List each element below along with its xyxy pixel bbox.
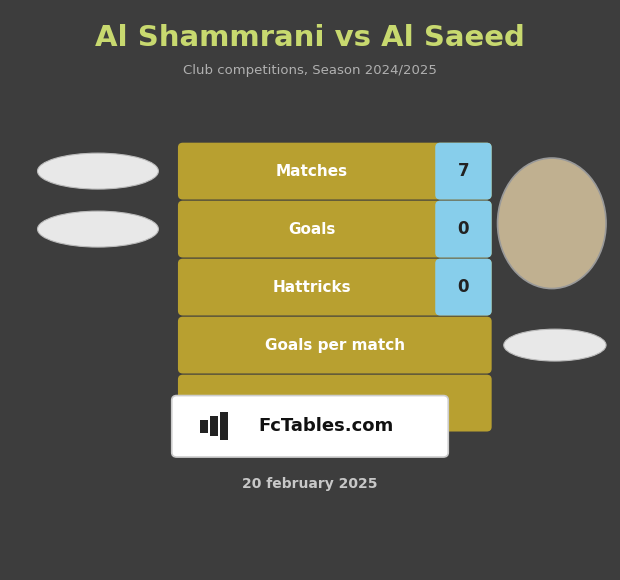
FancyBboxPatch shape xyxy=(210,416,218,436)
Text: Min per goal: Min per goal xyxy=(281,396,388,411)
Text: Goals: Goals xyxy=(288,222,335,237)
Text: Matches: Matches xyxy=(275,164,348,179)
FancyBboxPatch shape xyxy=(178,259,492,316)
Text: Al Shammrani vs Al Saeed: Al Shammrani vs Al Saeed xyxy=(95,24,525,52)
Ellipse shape xyxy=(503,329,606,361)
FancyBboxPatch shape xyxy=(172,396,448,457)
FancyBboxPatch shape xyxy=(435,259,492,316)
Text: Hattricks: Hattricks xyxy=(272,280,351,295)
Text: 0: 0 xyxy=(458,278,469,296)
Text: Goals per match: Goals per match xyxy=(265,338,405,353)
FancyBboxPatch shape xyxy=(178,317,492,374)
Text: Club competitions, Season 2024/2025: Club competitions, Season 2024/2025 xyxy=(183,64,437,77)
FancyBboxPatch shape xyxy=(178,143,492,200)
FancyBboxPatch shape xyxy=(435,201,492,258)
Text: 0: 0 xyxy=(458,220,469,238)
Text: 20 february 2025: 20 february 2025 xyxy=(242,477,378,491)
FancyBboxPatch shape xyxy=(178,375,492,432)
Ellipse shape xyxy=(38,153,159,189)
FancyBboxPatch shape xyxy=(435,143,492,200)
FancyBboxPatch shape xyxy=(200,420,208,433)
Text: FcTables.com: FcTables.com xyxy=(258,417,393,436)
FancyBboxPatch shape xyxy=(178,201,492,258)
FancyBboxPatch shape xyxy=(220,412,228,440)
Ellipse shape xyxy=(497,158,606,289)
Text: 7: 7 xyxy=(458,162,469,180)
Ellipse shape xyxy=(38,211,159,247)
